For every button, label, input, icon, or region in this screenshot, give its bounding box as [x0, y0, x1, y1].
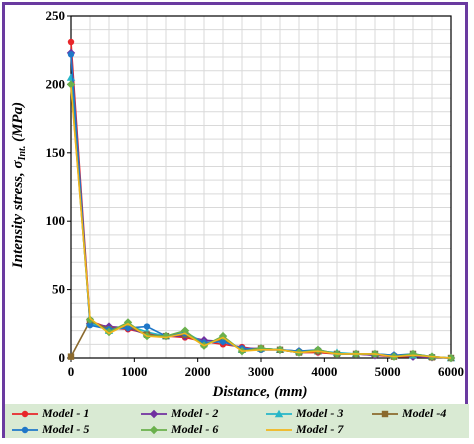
- axes: [67, 15, 452, 362]
- y-axis-title: Intensity stress, σInt. (MPa): [10, 102, 28, 269]
- data-point: [124, 324, 132, 332]
- y-axis-title-sub: Int.: [17, 146, 28, 162]
- legend-item: Model - 1: [11, 406, 89, 421]
- data-point: [143, 323, 151, 330]
- legend-swatch: [141, 425, 167, 434]
- legend-label: Model - 6: [171, 422, 219, 436]
- y-axis-title-unit: (MPa): [10, 102, 26, 146]
- data-point: [218, 331, 228, 341]
- y-tick-label: 250: [46, 8, 66, 23]
- legend-swatch: [141, 409, 167, 418]
- legend-label: Model - 1: [42, 406, 90, 420]
- legend-label: Model - 2: [171, 406, 219, 420]
- data-point: [86, 321, 94, 329]
- data-point: [161, 331, 171, 341]
- legend-item: Model - 5: [11, 422, 89, 437]
- y-tick-label: 0: [59, 350, 66, 365]
- x-tick-label: 4000: [311, 364, 337, 379]
- legend-item: Model - 2: [140, 406, 218, 421]
- data-point: [67, 38, 75, 46]
- legend-label: Model - 5: [42, 422, 90, 436]
- legend-swatch: [372, 410, 398, 417]
- data-point: [67, 51, 75, 58]
- legend-item: Model -4: [371, 406, 446, 421]
- legend-item: Model - 7: [265, 422, 343, 437]
- legend-label: Model - 7: [296, 422, 344, 436]
- legend-item: Model - 6: [140, 422, 218, 437]
- y-axis-title-main: Intensity stress, σ: [10, 159, 26, 269]
- series-7: [70, 87, 452, 359]
- x-tick-label: 6000: [438, 364, 464, 379]
- data-point: [66, 80, 76, 89]
- x-tick-label: 1000: [121, 364, 147, 379]
- x-axis-title: Distance, (mm): [212, 384, 308, 400]
- y-tick-label: 100: [46, 213, 66, 228]
- legend-swatch: [266, 428, 292, 431]
- legend-item: Model - 3: [265, 406, 343, 421]
- x-tick-label: 0: [68, 364, 75, 379]
- legend-swatch: [12, 410, 38, 417]
- legend-label: Model -4: [402, 406, 447, 420]
- y-tick-label: 200: [46, 76, 66, 91]
- legend: Model - 1 Model - 2 Model - 3 Model -4 Model…: [5, 404, 469, 438]
- series-line: [70, 87, 452, 359]
- x-tick-labels: 0 1000 2000 3000 4000 5000 6000: [68, 364, 464, 379]
- chart-frame: [2, 2, 468, 438]
- legend-swatch: [12, 426, 38, 433]
- x-tick-label: 5000: [375, 364, 401, 379]
- data-point: [104, 327, 114, 337]
- data-point: [180, 326, 190, 335]
- legend-swatch: [266, 409, 292, 417]
- x-tick-label: 2000: [185, 364, 211, 379]
- series-group: [66, 38, 456, 363]
- y-tick-label: 50: [52, 282, 65, 297]
- grid: [70, 15, 452, 359]
- data-point: [219, 338, 227, 345]
- data-point: [85, 315, 95, 324]
- y-tick-labels: 0 50 100 150 200 250: [46, 8, 66, 365]
- data-point: [67, 353, 75, 360]
- x-tick-label: 3000: [248, 364, 274, 379]
- legend-label: Model - 3: [296, 406, 344, 420]
- y-tick-label: 150: [46, 145, 66, 160]
